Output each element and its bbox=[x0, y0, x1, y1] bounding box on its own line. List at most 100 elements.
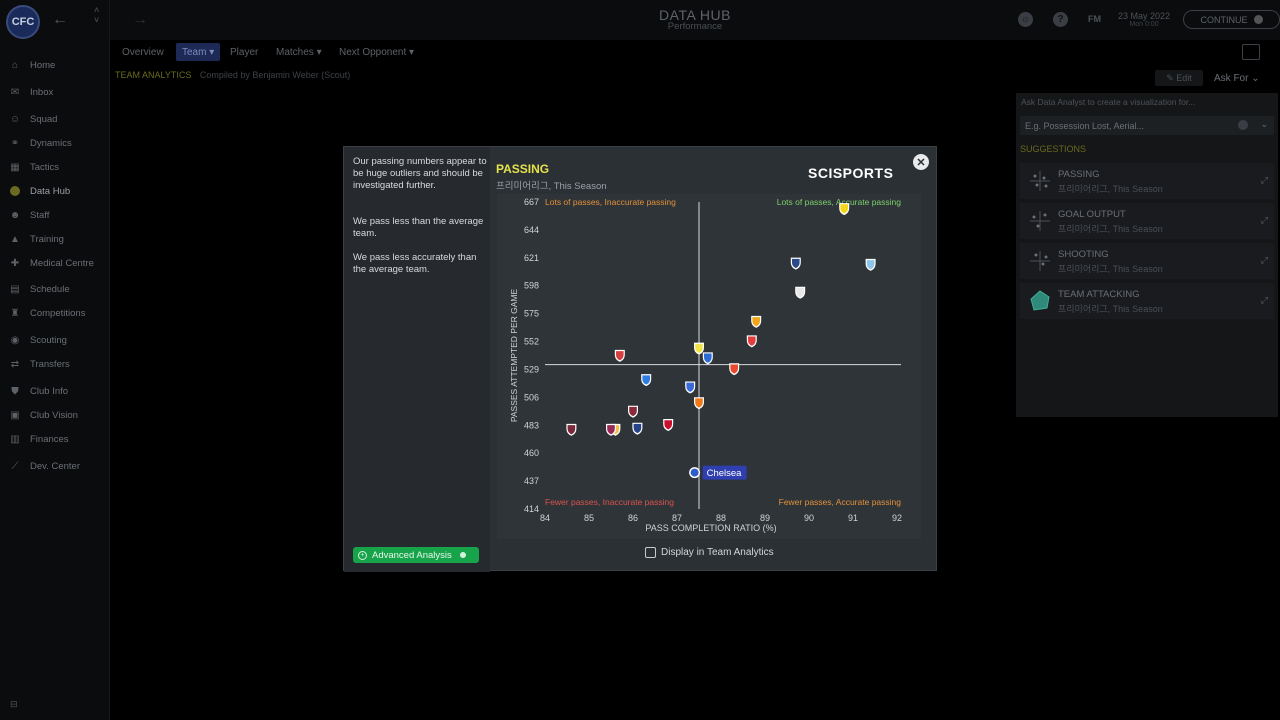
scatter-point bbox=[748, 336, 756, 346]
chart-title: PASSING bbox=[496, 162, 550, 176]
sidebar-item-club-info[interactable]: ⛊ Club Info bbox=[0, 380, 110, 402]
sidebar-item-data-hub[interactable]: Data Hub bbox=[0, 180, 110, 202]
squad-icon: ☺ bbox=[9, 113, 21, 125]
sidebar-item-finances[interactable]: ▥ Finances bbox=[0, 428, 110, 450]
club-badge-icon[interactable]: CFC bbox=[6, 5, 40, 39]
y-tick-label: 644 bbox=[524, 225, 539, 235]
ask-for-dropdown[interactable]: Ask For ⌄ bbox=[1214, 73, 1260, 84]
scatter-point bbox=[567, 425, 576, 435]
help-icon[interactable]: ? bbox=[1053, 12, 1068, 27]
continue-label: CONTINUE bbox=[1200, 14, 1248, 25]
suggestion-name: TEAM ATTACKING bbox=[1058, 289, 1140, 300]
close-icon[interactable]: ✕ bbox=[913, 154, 929, 170]
passing-visualization-dialog: Our passing numbers appear to be huge ou… bbox=[343, 146, 937, 572]
training-icon: ▲ bbox=[10, 233, 20, 245]
display-in-team-analytics-checkbox[interactable]: Display in Team Analytics bbox=[645, 547, 774, 558]
forward-arrow-icon[interactable]: → bbox=[132, 11, 148, 28]
y-tick-label: 483 bbox=[524, 420, 539, 430]
x-tick-label: 89 bbox=[760, 513, 770, 523]
staff-icon: ☻ bbox=[9, 209, 21, 221]
sidebar-item-training[interactable]: ▲ Training bbox=[0, 228, 110, 250]
x-axis-label: PASS COMPLETION RATIO (%) bbox=[645, 523, 776, 533]
dev-center-icon: ⟋ bbox=[11, 460, 19, 472]
suggestion-shooting[interactable]: SHOOTING 프리미어리그, This Season ⤢ bbox=[1020, 243, 1274, 279]
sidebar-item-club-vision[interactable]: ▣ Club Vision bbox=[0, 404, 110, 426]
sidebar-item-competitions[interactable]: ♜ Competitions bbox=[0, 302, 110, 324]
inbox-icon: ✉ bbox=[10, 86, 20, 98]
expand-icon[interactable]: ⤢ bbox=[1260, 175, 1268, 185]
sidebar-item-transfers[interactable]: ⇄ Transfers bbox=[0, 353, 110, 375]
sidebar-item-tactics[interactable]: ▦ Tactics bbox=[0, 156, 110, 178]
expand-icon[interactable]: ⤢ bbox=[1260, 295, 1268, 305]
chart-subtitle: 프리미어리그, This Season bbox=[496, 181, 607, 192]
sidebar-item-scouting[interactable]: ◉ Scouting bbox=[0, 329, 110, 351]
section-header: TEAM ANALYTICS Compiled by Benjamin Webe… bbox=[115, 70, 350, 80]
edit-button[interactable]: ✎ Edit bbox=[1155, 70, 1203, 86]
analyst-prompt: Ask Data Analyst to create a visualizati… bbox=[1021, 97, 1196, 107]
continue-button[interactable]: CONTINUE bbox=[1183, 10, 1280, 29]
suggestion-goal-output[interactable]: GOAL OUTPUT 프리미어리그, This Season ⤢ bbox=[1020, 203, 1274, 239]
alert-icon[interactable]: ☼ bbox=[1018, 12, 1033, 27]
tactics-icon: ▦ bbox=[10, 161, 20, 173]
x-tick-label: 88 bbox=[716, 513, 726, 523]
y-tick-label: 460 bbox=[524, 448, 539, 458]
sidebar-item-label: Training bbox=[30, 233, 64, 245]
y-tick-label: 598 bbox=[524, 281, 539, 291]
scatter-point bbox=[633, 423, 642, 434]
sidebar-item-medical-centre[interactable]: ✚ Medical Centre bbox=[0, 252, 110, 274]
tab-matches[interactable]: Matches ▾ bbox=[276, 46, 322, 58]
vision-icon: ▣ bbox=[10, 409, 20, 421]
sidebar-item-squad[interactable]: ☺ Squad bbox=[0, 108, 110, 130]
quadrant-label-top-right: Lots of passes, Accurate passing bbox=[777, 197, 902, 207]
plus-icon: + bbox=[358, 550, 367, 560]
search-placeholder: E.g. Possession Lost, Aerial... bbox=[1025, 120, 1145, 131]
clear-icon[interactable] bbox=[1238, 120, 1248, 130]
x-tick-label: 91 bbox=[848, 513, 858, 523]
home-icon: ⌂ bbox=[11, 59, 19, 71]
sidebar-item-schedule[interactable]: ▤ Schedule bbox=[0, 278, 110, 300]
compiled-by: Compiled by Benjamin Weber (Scout) bbox=[199, 70, 351, 80]
x-tick-label: 84 bbox=[540, 513, 550, 523]
y-tick-label: 414 bbox=[524, 504, 539, 514]
expand-icon[interactable]: ⤢ bbox=[1260, 255, 1268, 265]
sidebar-item-inbox[interactable]: ✉ Inbox bbox=[0, 81, 110, 103]
insight-outliers: Our passing numbers appear to be huge ou… bbox=[353, 156, 487, 191]
suggestions-title: SUGGESTIONS bbox=[1020, 144, 1087, 154]
tab-player[interactable]: Player bbox=[230, 46, 259, 58]
checkbox-icon[interactable] bbox=[645, 547, 656, 558]
tab-team[interactable]: Team ▾ bbox=[176, 43, 221, 61]
sidebar-item-home[interactable]: ⌂ Home bbox=[0, 54, 110, 76]
sidebar-item-label: Schedule bbox=[30, 283, 70, 295]
advanced-analysis-button[interactable]: + Advanced Analysis bbox=[353, 547, 479, 563]
suggestion-passing[interactable]: PASSING 프리미어리그, This Season ⤢ bbox=[1020, 163, 1274, 199]
sidebar-item-staff[interactable]: ☻ Staff bbox=[0, 204, 110, 226]
layout-icon[interactable] bbox=[1242, 44, 1260, 60]
scatter-thumbnail-icon bbox=[1030, 211, 1050, 231]
sidebar-collapse-icon[interactable]: ⊟ bbox=[10, 699, 18, 709]
expand-icon[interactable]: ⤢ bbox=[1260, 215, 1268, 225]
scatter-point bbox=[642, 375, 650, 385]
display-label: Display in Team Analytics bbox=[661, 547, 774, 558]
top-header: DATA HUB Performance ☼ ? FM 23 May 2022 … bbox=[110, 0, 1280, 40]
sidebar-item-label: Finances bbox=[30, 433, 69, 445]
sub-navigation: Overview Team ▾ Player Matches ▾ Next Op… bbox=[110, 40, 1280, 64]
chevron-down-icon[interactable]: ⌄ bbox=[1260, 119, 1268, 129]
tab-next-opponent[interactable]: Next Opponent ▾ bbox=[339, 46, 415, 58]
history-stepper-icon[interactable]: ˄ ˅ bbox=[94, 5, 100, 25]
back-arrow-icon[interactable]: ← bbox=[52, 11, 68, 28]
visualization-search-input[interactable]: E.g. Possession Lost, Aerial... ⌄ bbox=[1020, 116, 1274, 135]
sidebar-item-label: Data Hub bbox=[30, 185, 71, 197]
suggestion-team-attacking[interactable]: TEAM ATTACKING 프리미어리그, This Season ⤢ bbox=[1020, 283, 1274, 319]
fm-logo[interactable]: FM bbox=[1088, 14, 1101, 24]
suggestion-name: SHOOTING bbox=[1058, 249, 1109, 260]
sidebar-item-label: Squad bbox=[30, 113, 58, 125]
scatter-point bbox=[616, 351, 624, 361]
data-analyst-panel: Ask Data Analyst to create a visualizati… bbox=[1016, 93, 1278, 417]
tab-overview[interactable]: Overview bbox=[122, 46, 164, 58]
sidebar-item-dev-center[interactable]: ⟋ Dev. Center bbox=[0, 455, 110, 477]
sidebar-item-label: Home bbox=[30, 59, 56, 71]
sidebar-item-dynamics[interactable]: ⚭ Dynamics bbox=[0, 132, 110, 154]
sidebar-item-label: Competitions bbox=[30, 307, 86, 319]
scatter-point bbox=[664, 420, 672, 430]
quadrant-label-bottom-left: Fewer passes, Inaccurate passing bbox=[545, 497, 674, 507]
